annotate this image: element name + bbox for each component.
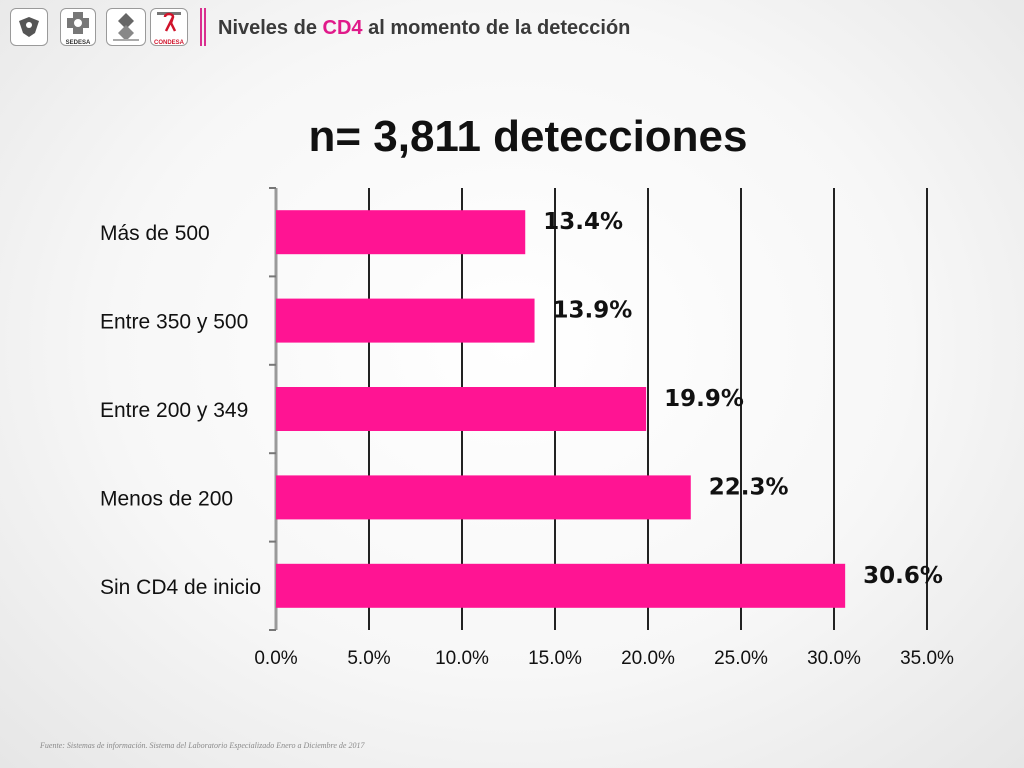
data-label: 19.9% (664, 386, 744, 412)
x-tick-label: 20.0% (621, 648, 675, 669)
x-tick-label: 0.0% (254, 648, 297, 669)
sedesa-logo-text: SEDESA (65, 40, 91, 46)
bar (276, 387, 647, 431)
x-tick-label: 10.0% (435, 648, 489, 669)
bar (276, 563, 846, 608)
x-tick-label: 15.0% (528, 648, 582, 669)
clinic-logo-icon (106, 8, 146, 46)
page-title-highlight: CD4 (322, 17, 363, 39)
page-title-prefix: Niveles de (218, 17, 323, 39)
category-label: Sin CD4 de inicio (100, 576, 261, 599)
category-label: Más de 500 (100, 222, 210, 245)
x-tick-label: 30.0% (807, 648, 861, 669)
sedesa-logo-icon: SEDESA (60, 8, 96, 46)
page-title-suffix: al momento de la detección (362, 17, 631, 39)
source-note: Fuente: Sistemas de información. Sistema… (40, 741, 365, 750)
chart-title: n= 3,811 detecciones (308, 112, 748, 161)
condesa-logo-text: CONDESA (153, 40, 184, 46)
page-title: Niveles de CD4 al momento de la detecció… (218, 17, 630, 40)
category-label: Entre 350 y 500 (100, 311, 248, 334)
data-label: 13.4% (543, 209, 623, 235)
bar (276, 210, 526, 255)
header-divider (200, 8, 206, 46)
x-tick-label: 25.0% (714, 648, 768, 669)
bar (276, 298, 535, 343)
red-ribbon-icon: CONDESA (150, 8, 188, 46)
category-label: Entre 200 y 349 (100, 399, 248, 422)
eagle-emblem-icon (10, 8, 48, 46)
x-tick-label: 5.0% (347, 648, 390, 669)
data-label: 13.9% (553, 298, 633, 324)
data-label: 22.3% (709, 474, 789, 500)
bar (276, 475, 691, 520)
category-label: Menos de 200 (100, 487, 233, 510)
x-tick-label: 35.0% (900, 648, 954, 669)
data-label: 30.6% (863, 563, 943, 589)
